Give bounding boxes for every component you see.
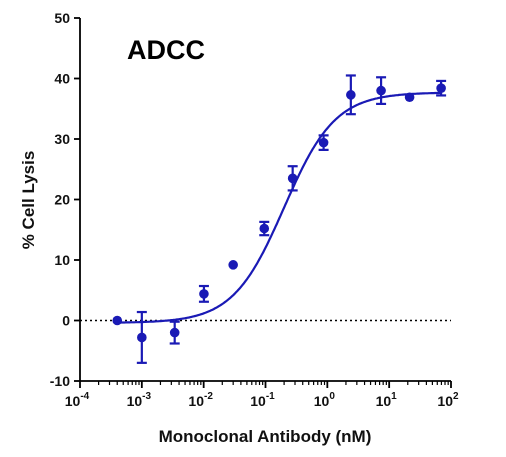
data-point — [404, 92, 415, 103]
chart-title: ADCC — [127, 35, 205, 65]
y-axis-title: % Cell Lysis — [19, 151, 38, 250]
data-point — [228, 260, 238, 270]
data-point — [436, 83, 446, 93]
y-tick-label: 0 — [62, 313, 70, 329]
data-point — [137, 332, 147, 343]
y-tick-label: 20 — [54, 192, 70, 208]
x-tick-label: 101 — [376, 391, 398, 409]
data-point — [112, 315, 123, 326]
x-axis-title: Monoclonal Antibody (nM) — [159, 427, 372, 446]
y-tick-label: -10 — [50, 373, 70, 389]
x-tick-label: 10-1 — [250, 391, 275, 409]
data-point — [199, 289, 209, 299]
plot-layer: -10 0 10 20 30 40 50 10-4 10-3 10-2 10-1 100 101 102 — [50, 10, 459, 409]
x-tick-label: 10-2 — [188, 391, 213, 409]
data-point — [287, 173, 298, 184]
x-tick-label: 10-3 — [127, 391, 152, 409]
y-tick-label: 50 — [54, 10, 70, 26]
data-point — [259, 223, 270, 234]
y-tick-label: 40 — [54, 71, 70, 87]
y-tick-label: 10 — [54, 252, 70, 268]
x-tick-label: 102 — [437, 391, 459, 409]
x-tick-label: 10-4 — [65, 391, 90, 409]
y-tick-label: 30 — [54, 131, 70, 147]
data-point — [318, 137, 329, 148]
fit-curve — [117, 91, 441, 324]
data-point — [346, 90, 356, 100]
x-tick-label: 100 — [314, 391, 336, 409]
data-point — [169, 327, 180, 338]
data-point — [376, 85, 386, 96]
